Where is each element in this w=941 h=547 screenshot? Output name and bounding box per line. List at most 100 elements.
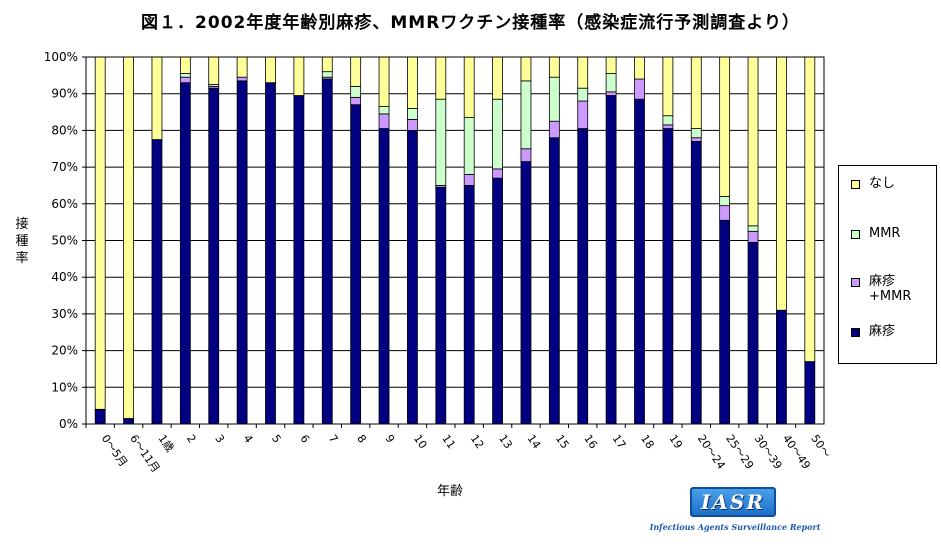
bar-segment <box>350 56 362 87</box>
bar-segment <box>492 98 503 170</box>
bar-segment <box>378 106 390 115</box>
bar-segment <box>378 56 390 107</box>
bar-segment <box>236 80 248 425</box>
bar-segment <box>605 73 617 93</box>
x-tick-label: 9 <box>383 432 398 445</box>
bar-segment <box>747 56 759 227</box>
bar-segment <box>463 174 475 186</box>
y-axis-label: 接種率 <box>15 217 29 266</box>
bar-segment <box>804 361 816 425</box>
bar-segment <box>407 107 418 120</box>
bar-segment <box>94 56 106 410</box>
bar-segment <box>520 161 532 425</box>
bar-segment <box>634 98 645 425</box>
x-tick-label: 4 <box>241 432 256 445</box>
bar-segment <box>548 120 560 139</box>
bar-segment <box>719 219 731 425</box>
x-tick-label: 2 <box>184 432 199 445</box>
legend-label-nashi: なし <box>869 176 896 191</box>
bar-segment <box>719 56 731 197</box>
bar-segment <box>662 124 674 129</box>
bar-segment <box>378 113 390 129</box>
bar-segment <box>350 85 362 98</box>
bar-segment <box>662 56 674 117</box>
x-tick-label: 12 <box>468 432 487 451</box>
y-tick-label: 60% <box>51 197 78 211</box>
y-tick-label: 10% <box>51 380 78 394</box>
x-tick-label: 3 <box>212 432 227 445</box>
x-tick-label: 19 <box>666 432 685 451</box>
legend-swatch-measles <box>851 328 860 337</box>
x-tick-label: 0～5月 <box>99 432 130 469</box>
bar-segment <box>407 56 418 109</box>
legend-label-measles-mmr: 麻疹 +MMR <box>869 274 912 304</box>
bar-segment <box>634 56 645 80</box>
bar-segment <box>520 148 532 162</box>
bar-segment <box>463 117 475 175</box>
bar-segment <box>123 418 134 425</box>
x-tick-label: 25～29 <box>723 432 756 471</box>
bar-segment <box>548 76 560 122</box>
iasr-logo-text: IASR <box>701 490 765 514</box>
y-tick-label: 0% <box>59 417 78 431</box>
x-tick-label: 18 <box>638 432 657 451</box>
bar-segment <box>776 309 787 425</box>
y-tick-label: 40% <box>51 270 78 284</box>
bar-segment <box>747 230 759 243</box>
legend-swatch-measles-mmr <box>851 278 860 287</box>
chart-title: 図１．2002年度年齢別麻疹、MMRワクチン接種率（感染症流行予測調査より） <box>141 13 800 33</box>
bar-segment <box>577 87 589 102</box>
bar-segment <box>151 56 163 140</box>
y-tick-label: 30% <box>51 307 78 321</box>
bar-segment <box>605 95 617 425</box>
bar-segment <box>236 76 248 82</box>
bar-segment <box>747 225 759 232</box>
legend-label-mmr: MMR <box>869 226 901 241</box>
y-tick-label: 50% <box>51 234 78 248</box>
bar-segment <box>776 56 787 311</box>
bar-segment <box>293 95 305 425</box>
y-tick-label: 80% <box>51 123 78 137</box>
bar-segment <box>662 115 674 126</box>
y-tick-label: 20% <box>51 344 78 358</box>
bar-segment <box>208 87 220 425</box>
bar-segment <box>179 76 191 84</box>
bar-segment <box>492 168 503 179</box>
legend-swatch-mmr <box>851 230 860 239</box>
bar-segment <box>435 56 447 100</box>
legend-label-measles: 麻疹 <box>869 324 896 339</box>
x-tick-label: 1歳 <box>156 432 177 454</box>
bar-segment <box>690 128 702 139</box>
bar-segment <box>123 56 134 419</box>
bar-segment <box>492 56 503 100</box>
x-tick-label: 40～49 <box>780 432 813 471</box>
bar-segment <box>94 408 106 425</box>
bar-segment <box>265 56 276 84</box>
bar-segment <box>378 128 390 425</box>
bar-segment <box>321 78 333 425</box>
bar-segment <box>407 129 418 425</box>
bar-segment <box>577 100 589 129</box>
bar-segment <box>520 56 532 82</box>
bar-segment <box>293 56 305 96</box>
iasr-logo: IASR <box>690 487 776 517</box>
x-tick-label: 15 <box>553 432 572 451</box>
bar-segment <box>548 137 560 425</box>
bar-segment <box>690 56 702 129</box>
bar-segment <box>634 78 645 100</box>
bar-segment <box>605 56 617 74</box>
bar-segment <box>463 56 475 118</box>
x-tick-label: 17 <box>610 432 629 451</box>
bar-segment <box>208 56 220 85</box>
bar-segment <box>577 56 589 89</box>
x-tick-label: 30～39 <box>752 432 785 471</box>
bar-segment <box>520 80 532 150</box>
plot-frame <box>85 56 825 425</box>
bar-segment <box>492 177 503 425</box>
x-tick-label: 50～ <box>808 432 833 460</box>
bar-segment <box>350 96 362 106</box>
bar-segment <box>321 71 333 78</box>
bar-segment <box>265 82 276 425</box>
bar-segment <box>179 56 191 74</box>
x-tick-label: 14 <box>525 432 544 451</box>
